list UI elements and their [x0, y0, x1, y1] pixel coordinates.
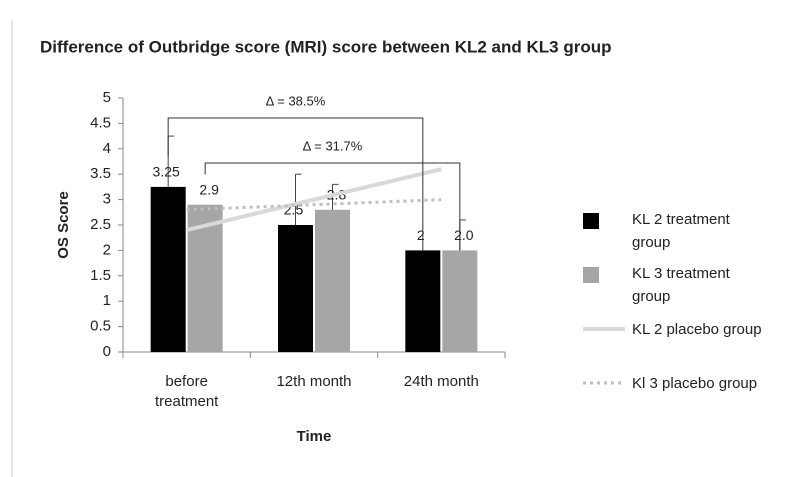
- bar: [315, 209, 350, 352]
- bar: [278, 225, 313, 352]
- x-axis-label: Time: [297, 428, 332, 445]
- y-tick-label: 5: [103, 89, 111, 106]
- x-tick-label: before treatment: [154, 373, 219, 410]
- chart-title: Difference of Outbridge score (MRI) scor…: [40, 37, 611, 56]
- bar: [442, 250, 478, 352]
- y-tick-label: 2: [103, 241, 111, 258]
- legend-swatch: [583, 213, 599, 229]
- y-axis-label: OS Score: [55, 191, 72, 259]
- legend-swatch: [583, 267, 599, 283]
- legend-label: KL 3 treatment group: [632, 265, 730, 305]
- legend-label: KL 2 treatment group: [632, 211, 730, 251]
- y-tick-label: 1.5: [90, 267, 111, 284]
- annotation: Δ = 31.7%: [303, 138, 363, 153]
- annotation: Δ = 38.5%: [266, 93, 326, 108]
- bar: [150, 186, 186, 352]
- y-tick-label: 4.5: [90, 114, 111, 131]
- bar: [405, 250, 441, 352]
- bracket: [204, 162, 461, 251]
- y-tick-label: 2.5: [90, 216, 111, 233]
- line-series: [186, 198, 442, 212]
- y-tick-label: 1: [103, 292, 111, 309]
- data-label: 2: [417, 227, 425, 243]
- x-tick-label: 24th month: [403, 373, 479, 390]
- y-tick-label: 0: [103, 343, 111, 360]
- y-tick-label: 3: [103, 191, 111, 208]
- line-series: [186, 167, 442, 233]
- legend-label: KL 2 placebo group: [632, 321, 762, 338]
- data-label: 2.9: [199, 181, 219, 197]
- y-tick-label: 3.5: [90, 165, 111, 182]
- y-tick-label: 0.5: [90, 318, 111, 335]
- data-label: 3.25: [153, 164, 180, 180]
- x-tick-label: 12th month: [276, 373, 352, 390]
- y-tick-label: 4: [103, 140, 111, 157]
- legend-label: Kl 3 placebo group: [632, 375, 758, 392]
- bracket: [167, 117, 424, 251]
- data-label: 2.0: [454, 227, 474, 243]
